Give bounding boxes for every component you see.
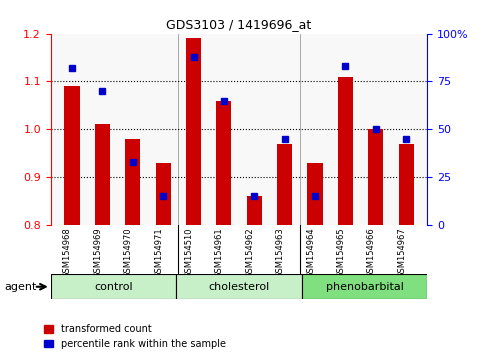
Text: GSM154967: GSM154967 <box>397 227 406 278</box>
Text: GSM154965: GSM154965 <box>337 227 345 278</box>
Bar <box>95 124 110 225</box>
Bar <box>176 274 302 299</box>
Bar <box>156 162 170 225</box>
Text: GSM154966: GSM154966 <box>367 227 376 278</box>
Bar <box>398 143 414 225</box>
Bar <box>338 76 353 225</box>
Bar <box>51 274 176 299</box>
Text: GSM154968: GSM154968 <box>63 227 72 278</box>
Bar <box>125 139 141 225</box>
Bar <box>368 129 384 225</box>
Bar <box>247 196 262 225</box>
Text: GSM154510: GSM154510 <box>185 227 194 278</box>
Bar <box>216 101 231 225</box>
Text: GSM154969: GSM154969 <box>93 227 102 278</box>
Text: agent: agent <box>5 282 37 292</box>
Bar <box>308 162 323 225</box>
Text: GSM154963: GSM154963 <box>276 227 284 278</box>
Legend: transformed count, percentile rank within the sample: transformed count, percentile rank withi… <box>43 324 226 349</box>
Text: GSM154964: GSM154964 <box>306 227 315 278</box>
Bar <box>277 143 292 225</box>
Title: GDS3103 / 1419696_at: GDS3103 / 1419696_at <box>167 18 312 31</box>
Bar <box>186 38 201 225</box>
Text: GSM154971: GSM154971 <box>154 227 163 278</box>
Text: GSM154962: GSM154962 <box>245 227 254 278</box>
Text: GSM154961: GSM154961 <box>215 227 224 278</box>
Bar <box>64 86 80 225</box>
Text: phenobarbital: phenobarbital <box>326 282 404 292</box>
Text: control: control <box>94 282 133 292</box>
Text: GSM154970: GSM154970 <box>124 227 133 278</box>
Bar <box>302 274 427 299</box>
Text: cholesterol: cholesterol <box>209 282 270 292</box>
